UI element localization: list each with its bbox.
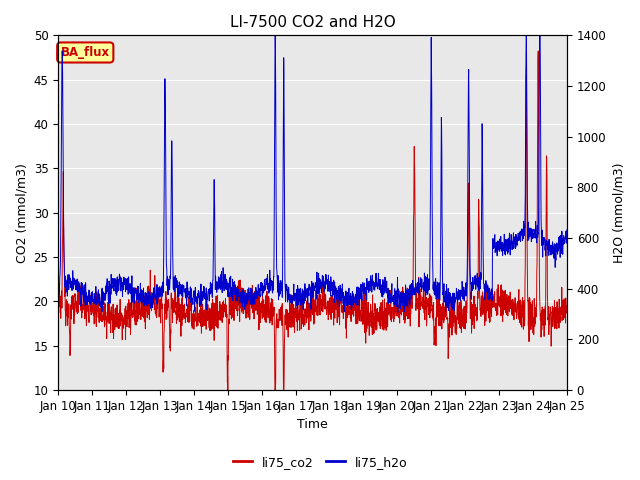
Y-axis label: H2O (mmol/m3): H2O (mmol/m3) — [612, 162, 625, 263]
Text: BA_flux: BA_flux — [61, 46, 110, 59]
Y-axis label: CO2 (mmol/m3): CO2 (mmol/m3) — [15, 163, 28, 263]
Title: LI-7500 CO2 and H2O: LI-7500 CO2 and H2O — [230, 15, 396, 30]
Legend: li75_co2, li75_h2o: li75_co2, li75_h2o — [228, 451, 412, 474]
X-axis label: Time: Time — [297, 419, 328, 432]
